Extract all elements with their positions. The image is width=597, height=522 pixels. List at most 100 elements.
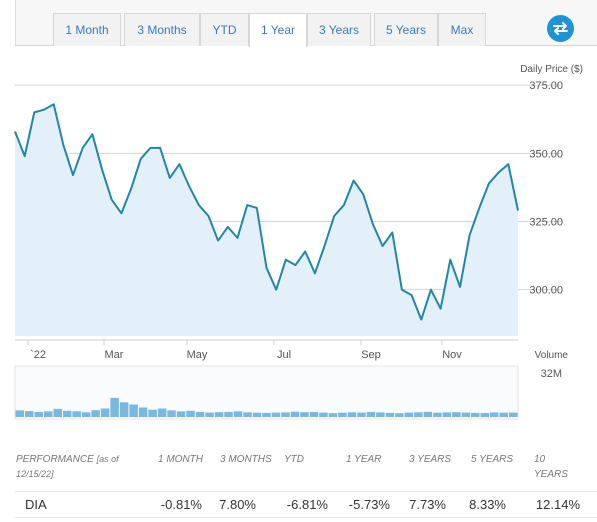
value-10-years: 12.14%	[535, 497, 580, 512]
y-tick-label: 300.00	[529, 285, 563, 297]
tab-1-month[interactable]: 1 Month	[53, 13, 121, 46]
volume-bar	[499, 412, 508, 417]
price-volume-chart: 300.00 325.00 350.00 375.00 `22 Mar May Jul Sep…	[14, 80, 569, 420]
volume-bar	[167, 410, 176, 417]
volume-bar	[509, 412, 518, 417]
volume-bar	[281, 412, 290, 417]
volume-bar	[15, 410, 24, 417]
performance-divider	[15, 491, 597, 492]
y-tick-label: 350.00	[529, 148, 563, 160]
tab-ytd[interactable]: YTD	[200, 13, 249, 46]
price-line	[14, 103, 519, 321]
volume-bar	[376, 412, 385, 417]
value-1-month: -0.81%	[160, 497, 202, 512]
performance-as-of: [as of 12/15/22]	[16, 454, 119, 479]
volume-bar	[100, 408, 110, 417]
volume-bar	[44, 411, 53, 417]
volume-bar	[233, 411, 243, 417]
price-area	[15, 104, 518, 336]
volume-bar	[72, 411, 81, 417]
volume-bar	[461, 412, 471, 417]
volume-axis-title: Volume	[535, 350, 569, 361]
performance-bottom-divider	[15, 517, 597, 518]
x-tick-label: Jul	[277, 349, 291, 361]
volume-bar	[300, 412, 309, 417]
volume-bar	[148, 409, 157, 417]
volume-bar	[423, 411, 433, 417]
volume-bars	[15, 397, 518, 417]
volume-bar	[262, 412, 271, 417]
volume-bar	[471, 412, 480, 417]
performance-header: PERFORMANCE [as of 12/15/22]	[16, 452, 136, 482]
y-tick-label: 325.00	[529, 216, 563, 228]
volume-max-label: 32M	[541, 368, 562, 380]
volume-bar	[414, 412, 423, 417]
tab-3-months[interactable]: 3 Months	[124, 13, 200, 46]
volume-bar	[338, 412, 347, 417]
volume-bar	[25, 411, 34, 417]
volume-bar	[309, 412, 319, 417]
col-10-years: 10 YEARS	[534, 454, 568, 480]
volume-bar	[243, 412, 252, 417]
volume-bar	[110, 397, 119, 417]
swap-arrows-icon	[553, 22, 568, 35]
volume-bar	[395, 413, 404, 417]
x-tick-label: May	[187, 349, 208, 361]
volume-bar	[366, 412, 376, 417]
volume-bar	[214, 412, 224, 417]
col-ytd: YTD	[284, 454, 304, 465]
ticker-symbol: DIA	[25, 497, 47, 512]
x-tick-label: `22	[30, 349, 46, 361]
volume-bar	[385, 412, 395, 417]
performance-label: PERFORMANCE	[16, 454, 94, 465]
value-1-year: -5.73%	[348, 497, 390, 512]
volume-bar	[176, 411, 186, 417]
volume-bar	[290, 411, 300, 417]
range-tab-bar: 1 Month 3 Months YTD 1 Year 3 Years 5 Ye…	[15, 0, 597, 47]
value-3-months: 7.80%	[219, 497, 256, 512]
value-ytd: -6.81%	[286, 497, 328, 512]
value-5-years: 8.33%	[469, 497, 506, 512]
volume-bar	[129, 404, 138, 417]
volume-bar	[186, 410, 195, 417]
volume-bar	[404, 412, 414, 417]
swap-button[interactable]	[547, 15, 574, 42]
x-tick-label: Sep	[361, 349, 381, 361]
volume-bar	[138, 407, 148, 417]
volume-bar	[480, 413, 489, 417]
volume-bar	[91, 410, 100, 417]
volume-bar	[205, 412, 214, 417]
volume-bar	[319, 412, 328, 417]
volume-bar	[195, 411, 205, 417]
volume-bar	[271, 412, 281, 417]
x-tick-label: Nov	[442, 349, 462, 361]
volume-bar	[490, 412, 499, 417]
volume-bar	[452, 412, 461, 417]
volume-bar	[433, 412, 442, 417]
volume-bar	[53, 408, 62, 417]
tab-3-years[interactable]: 3 Years	[307, 13, 371, 46]
volume-bar	[252, 412, 262, 417]
volume-bar	[224, 411, 233, 417]
x-axis-ticks: `22 Mar May Jul Sep Nov	[15, 339, 518, 361]
volume-bar	[347, 412, 357, 417]
volume-bar	[328, 413, 338, 417]
volume-bar	[442, 412, 452, 417]
x-tick-label: Mar	[105, 349, 124, 361]
value-3-years: 7.73%	[409, 497, 446, 512]
price-axis-title: Daily Price ($)	[520, 64, 583, 75]
col-5-years: 5 YEARS	[471, 454, 514, 465]
col-3-months: 3 MONTHS	[220, 454, 272, 465]
volume-bar	[34, 411, 43, 417]
volume-bar	[63, 410, 72, 417]
tab-1-year[interactable]: 1 Year	[249, 13, 307, 47]
tab-5-years[interactable]: 5 Years	[374, 13, 438, 46]
tab-max[interactable]: Max	[438, 13, 486, 46]
col-1-month: 1 MONTH	[158, 454, 203, 465]
y-tick-label: 375.00	[529, 80, 563, 92]
volume-panel	[14, 365, 519, 420]
col-1-year: 1 YEAR	[346, 454, 382, 465]
volume-bar	[357, 412, 366, 417]
y-axis-ticks: 300.00 325.00 350.00 375.00	[529, 80, 563, 296]
volume-bar	[119, 402, 129, 417]
